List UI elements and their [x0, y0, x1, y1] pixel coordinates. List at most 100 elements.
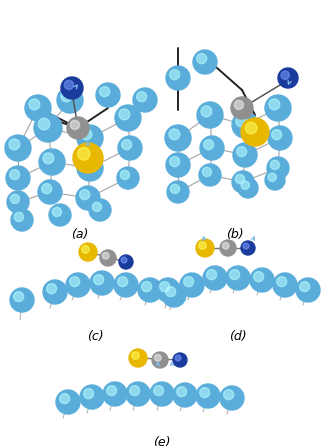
Circle shape: [138, 278, 162, 302]
Circle shape: [84, 388, 94, 399]
Circle shape: [232, 171, 254, 193]
Circle shape: [184, 277, 194, 287]
Circle shape: [90, 271, 114, 295]
Circle shape: [167, 181, 189, 203]
Circle shape: [117, 167, 139, 189]
Circle shape: [170, 184, 179, 194]
Circle shape: [103, 382, 127, 406]
Circle shape: [29, 99, 40, 110]
Circle shape: [200, 388, 210, 398]
Circle shape: [238, 178, 258, 198]
Circle shape: [197, 102, 223, 128]
Circle shape: [107, 386, 117, 396]
Circle shape: [296, 278, 320, 302]
Circle shape: [118, 136, 142, 160]
Circle shape: [25, 95, 51, 121]
Circle shape: [220, 240, 236, 256]
Circle shape: [122, 140, 132, 150]
Text: (c): (c): [87, 330, 103, 343]
Circle shape: [254, 272, 264, 282]
Circle shape: [81, 159, 92, 170]
Circle shape: [236, 116, 247, 127]
Circle shape: [11, 209, 33, 231]
Circle shape: [94, 275, 104, 285]
Circle shape: [64, 80, 73, 90]
Circle shape: [136, 91, 147, 102]
Circle shape: [193, 50, 217, 74]
Circle shape: [232, 112, 258, 138]
Circle shape: [160, 281, 170, 292]
Circle shape: [56, 390, 80, 414]
Circle shape: [61, 77, 83, 99]
Circle shape: [152, 352, 168, 368]
Circle shape: [132, 352, 139, 359]
Circle shape: [166, 287, 176, 297]
Circle shape: [203, 140, 214, 150]
Circle shape: [272, 130, 282, 140]
Circle shape: [270, 160, 280, 169]
Circle shape: [222, 242, 229, 249]
Circle shape: [70, 277, 80, 287]
Circle shape: [129, 349, 147, 367]
Circle shape: [73, 143, 103, 173]
Circle shape: [76, 186, 100, 210]
Circle shape: [6, 166, 30, 190]
Text: (e): (e): [153, 436, 171, 446]
Circle shape: [162, 283, 186, 307]
Circle shape: [119, 255, 133, 269]
Circle shape: [102, 252, 109, 259]
Circle shape: [170, 157, 180, 167]
Circle shape: [234, 100, 243, 110]
Circle shape: [66, 273, 90, 297]
Circle shape: [100, 250, 116, 266]
Circle shape: [70, 120, 80, 129]
Circle shape: [175, 355, 181, 361]
Text: (d): (d): [229, 330, 247, 343]
Circle shape: [14, 292, 24, 301]
Circle shape: [180, 273, 204, 297]
Circle shape: [80, 190, 90, 200]
Circle shape: [200, 136, 224, 160]
Text: (b): (b): [226, 228, 244, 241]
Circle shape: [133, 88, 157, 112]
Circle shape: [34, 114, 62, 142]
Circle shape: [156, 278, 180, 302]
Circle shape: [114, 273, 138, 297]
Circle shape: [43, 280, 67, 304]
Circle shape: [207, 269, 217, 280]
Circle shape: [79, 243, 97, 261]
Circle shape: [121, 257, 127, 263]
Circle shape: [81, 129, 92, 140]
Circle shape: [166, 153, 190, 177]
Circle shape: [199, 164, 221, 186]
Circle shape: [119, 109, 130, 120]
Circle shape: [173, 353, 187, 367]
Circle shape: [130, 386, 140, 396]
Circle shape: [38, 118, 50, 130]
Circle shape: [43, 153, 54, 164]
Circle shape: [57, 87, 83, 113]
Circle shape: [241, 241, 255, 255]
Circle shape: [49, 204, 71, 226]
Circle shape: [42, 184, 52, 194]
Circle shape: [169, 129, 180, 140]
Circle shape: [77, 125, 103, 151]
Circle shape: [77, 155, 103, 181]
Circle shape: [150, 382, 174, 406]
Circle shape: [241, 181, 249, 190]
Circle shape: [201, 106, 212, 117]
Circle shape: [77, 148, 90, 160]
Circle shape: [126, 382, 150, 406]
Circle shape: [9, 139, 20, 150]
Circle shape: [82, 246, 89, 253]
Circle shape: [245, 122, 257, 134]
Circle shape: [241, 118, 269, 146]
Circle shape: [277, 277, 287, 287]
Circle shape: [300, 281, 310, 292]
Circle shape: [273, 273, 297, 297]
Circle shape: [278, 68, 298, 88]
Circle shape: [166, 66, 190, 90]
Circle shape: [203, 266, 227, 290]
Circle shape: [220, 386, 244, 410]
Circle shape: [10, 194, 20, 203]
